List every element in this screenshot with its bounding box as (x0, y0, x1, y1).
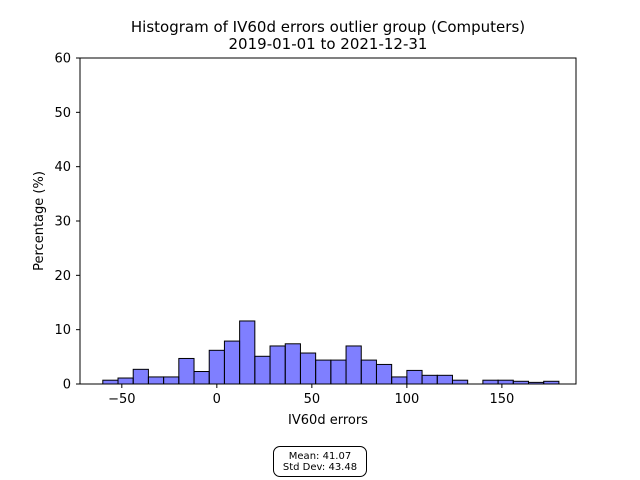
histogram-bar (269, 345, 286, 385)
chart-subtitle: 2019-01-01 to 2021-12-31 (229, 35, 428, 53)
histogram-bar (163, 376, 180, 385)
histogram-bar (193, 371, 210, 385)
mean-label: Mean: 41.07 (288, 451, 352, 462)
y-tick-label: 40 (54, 160, 71, 175)
histogram-bar (436, 374, 453, 385)
histogram-bar (482, 379, 499, 385)
histogram-bar (375, 363, 393, 385)
histogram-bar (299, 352, 317, 385)
stats-box: Mean: 41.07 Std Dev: 43.48 (273, 446, 367, 477)
y-tick-label: 20 (54, 269, 71, 284)
y-tick-label: 50 (54, 106, 71, 121)
x-tick-label: 150 (489, 392, 514, 407)
y-tick-label: 0 (63, 378, 71, 393)
y-tick-label: 30 (54, 215, 71, 230)
plot-frame (79, 57, 577, 385)
histogram-bar (223, 340, 241, 385)
x-tick-label: 0 (213, 392, 221, 407)
histogram-bar (178, 357, 195, 385)
x-tick-label: −50 (108, 392, 135, 407)
std-dev-label: Std Dev: 43.48 (282, 462, 358, 473)
histogram-bar (208, 349, 225, 385)
histogram-bar (421, 374, 438, 385)
histogram-bar (147, 376, 165, 385)
histogram-bar (497, 379, 514, 385)
histogram-bar (239, 320, 256, 385)
x-axis-label: IV60d errors (288, 413, 368, 428)
bars-layer (102, 320, 560, 385)
histogram-bar (406, 369, 423, 385)
x-tick-label: 50 (304, 392, 321, 407)
ticks-layer: −50 0 50 100 150 0 10 20 30 40 50 60 (54, 52, 514, 408)
y-tick-label: 60 (54, 52, 71, 67)
histogram-bar (330, 359, 347, 385)
histogram-bar (254, 355, 271, 385)
histogram-bar (132, 368, 149, 385)
histogram-bar (117, 377, 134, 385)
histogram-bar (102, 379, 119, 385)
chart-title: Histogram of IV60d errors outlier group … (131, 18, 525, 36)
histogram-bar (284, 343, 301, 385)
histogram-bar (360, 359, 377, 385)
histogram-bar (315, 359, 332, 385)
histogram-bar (345, 345, 362, 385)
x-tick-label: 100 (394, 392, 419, 407)
histogram-bar (391, 376, 408, 385)
y-tick-label: 10 (54, 323, 71, 338)
y-axis-label: Percentage (%) (32, 171, 47, 271)
histogram-bar (451, 379, 469, 385)
